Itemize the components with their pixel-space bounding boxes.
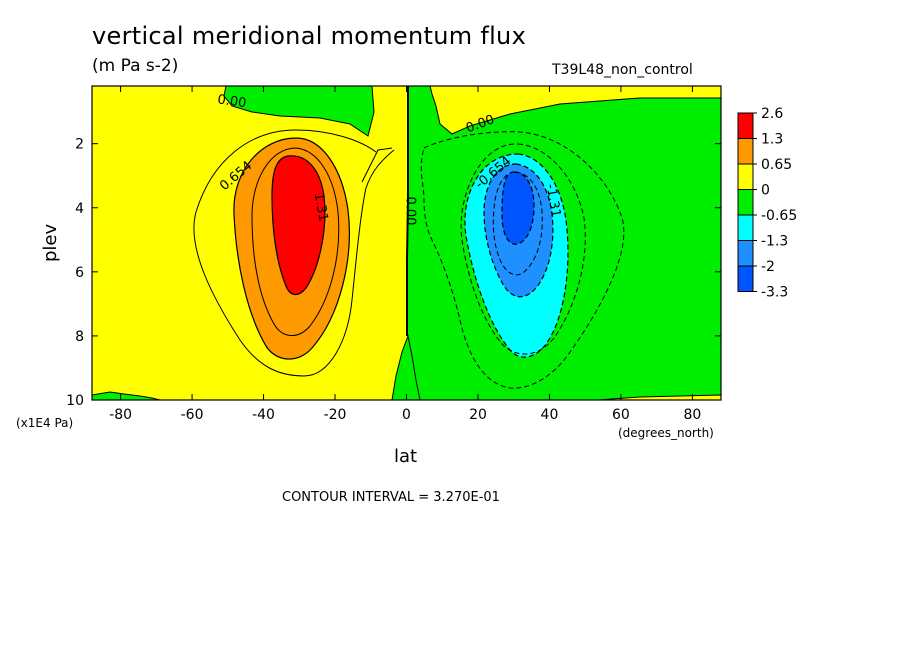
x-tick-label: -20 xyxy=(324,407,347,423)
y-tick-label: 10 xyxy=(66,393,84,409)
x-tick-label: 20 xyxy=(469,407,487,423)
color-legend: 2.6 1.3 0.65 0 -0.65 -1.3 -2 -3.3 xyxy=(737,106,797,301)
field-top-yellow-band xyxy=(429,86,721,135)
y-tick-label: 6 xyxy=(75,265,84,281)
x-tick-label: 40 xyxy=(541,407,559,423)
x-tick-label: -40 xyxy=(252,407,275,423)
contour-line-0.98 xyxy=(251,147,340,336)
legend-label: 2.6 xyxy=(761,106,783,122)
plot-area xyxy=(92,86,721,400)
x-tick-label: -80 xyxy=(109,407,132,423)
contour-line-neg1.96 xyxy=(492,171,543,276)
legend-swatch xyxy=(737,163,754,190)
x-tick-label: 80 xyxy=(683,407,701,423)
contour-label: 0.00 xyxy=(216,92,247,111)
contour-line-0.65-outer xyxy=(361,147,393,183)
y-tick-label: 8 xyxy=(75,329,84,345)
contour-line-neg0.98 xyxy=(460,143,586,355)
contour-fill-1.3 xyxy=(271,155,326,296)
contour-fill-neg2 xyxy=(501,171,535,245)
field-bottom-yellow-patch xyxy=(597,394,721,400)
legend-swatch xyxy=(737,240,754,267)
contour-label: 0.00 xyxy=(403,196,418,225)
run-name: T39L48_non_control xyxy=(552,62,693,78)
x-axis: -80 -60 -40 -20 0 20 40 60 80 xyxy=(109,86,701,423)
x-axis-units: (degrees_north) xyxy=(618,426,714,440)
y-tick-label: 4 xyxy=(75,201,84,217)
legend-swatch xyxy=(737,214,754,241)
y-axis-label: plev xyxy=(40,223,61,262)
contour-label: -1.31 xyxy=(543,183,564,219)
y-axis-units: (x1E4 Pa) xyxy=(16,416,74,430)
y-axis: 2 4 6 8 10 xyxy=(66,137,721,409)
x-tick-label: 0 xyxy=(402,407,411,423)
contour-line-0.33 xyxy=(193,129,395,377)
x-axis-label: lat xyxy=(394,446,418,467)
x-tick-label: 60 xyxy=(612,407,630,423)
contour-interval: CONTOUR INTERVAL = 3.270E-01 xyxy=(282,490,500,505)
x-tick-label: -60 xyxy=(181,407,204,423)
legend-label: 1.3 xyxy=(761,132,783,148)
chart-title: vertical meridional momentum flux xyxy=(92,22,527,50)
legend-label: 0.65 xyxy=(761,157,792,173)
legend-label: -3.3 xyxy=(761,285,788,301)
chart-units: (m Pa s-2) xyxy=(92,56,179,76)
y-tick-label: 2 xyxy=(75,137,84,153)
contour-label: 1.31 xyxy=(311,192,331,223)
legend-label: -0.65 xyxy=(761,208,797,224)
legend-swatch xyxy=(737,138,754,165)
legend-label: 0 xyxy=(761,183,770,199)
legend-label: -1.3 xyxy=(761,234,788,250)
contour-line-neg0.33 xyxy=(420,131,625,389)
legend-swatch xyxy=(737,112,754,139)
legend-swatch xyxy=(737,265,754,292)
contour-line-zero-equator xyxy=(406,86,409,336)
legend-label: -2 xyxy=(761,259,775,275)
field-equator-green-spike xyxy=(391,334,421,400)
field-top-green-band xyxy=(223,86,375,137)
legend-swatch xyxy=(737,189,754,216)
